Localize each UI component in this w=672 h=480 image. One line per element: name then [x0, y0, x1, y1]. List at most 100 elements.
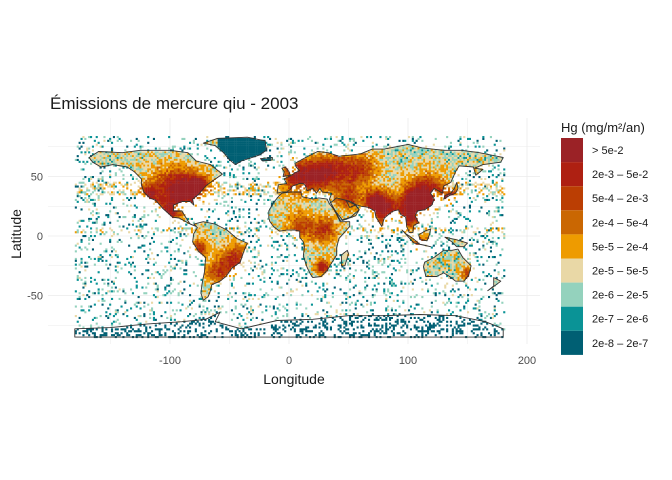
emission-cell	[99, 145, 102, 148]
emission-cell	[350, 164, 353, 167]
emission-cell	[168, 179, 171, 182]
emission-cell	[107, 160, 110, 163]
emission-cell	[183, 189, 186, 192]
emission-cell	[352, 166, 355, 169]
emission-cell	[501, 191, 504, 194]
emission-cell	[337, 160, 340, 163]
emission-cell	[181, 166, 184, 169]
emission-cell	[326, 158, 329, 161]
emission-cell	[152, 202, 155, 205]
emission-cell	[280, 197, 283, 200]
emission-cell	[474, 145, 477, 148]
emission-cell	[114, 174, 117, 177]
emission-cell	[421, 162, 424, 165]
emission-cell	[309, 136, 312, 139]
emission-cell	[307, 168, 310, 171]
emission-cell	[436, 153, 439, 156]
emission-cell	[339, 168, 342, 171]
emission-cell	[118, 168, 121, 171]
emission-cell	[343, 168, 346, 171]
emission-cell	[133, 191, 136, 194]
emission-cell	[366, 176, 369, 179]
emission-cell	[181, 137, 184, 140]
emission-cell	[442, 176, 445, 179]
emission-cell	[299, 172, 302, 175]
emission-cell	[404, 172, 407, 175]
emission-cell	[324, 168, 327, 171]
emission-cell	[478, 155, 481, 158]
emission-cell	[409, 193, 412, 196]
emission-cell	[128, 157, 131, 160]
emission-cell	[328, 181, 331, 184]
emission-cell	[402, 149, 405, 152]
emission-cell	[491, 164, 494, 167]
emission-cell	[276, 206, 279, 209]
emission-cell	[343, 157, 346, 160]
emission-cell	[168, 153, 171, 156]
emission-cell	[310, 183, 313, 186]
emission-cell	[309, 166, 312, 169]
emission-cell	[261, 143, 264, 146]
emission-cell	[333, 189, 336, 192]
emission-cell	[242, 177, 245, 180]
emission-cell	[299, 166, 302, 169]
emission-cell	[143, 170, 146, 173]
emission-cell	[156, 170, 159, 173]
emission-cell	[467, 153, 470, 156]
emission-cell	[160, 200, 163, 203]
emission-cell	[371, 168, 374, 171]
emission-cell	[446, 174, 449, 177]
emission-cell	[185, 197, 188, 200]
emission-cell	[345, 191, 348, 194]
emission-cell	[354, 183, 357, 186]
emission-cell	[141, 183, 144, 186]
emission-cell	[151, 197, 154, 200]
emission-cell	[303, 170, 306, 173]
emission-cell	[322, 208, 325, 211]
emission-cell	[318, 155, 321, 158]
emission-cell	[139, 172, 142, 175]
emission-cell	[396, 189, 399, 192]
emission-cell	[404, 149, 407, 152]
emission-cell	[425, 193, 428, 196]
emission-cell	[362, 202, 365, 205]
emission-cell	[333, 202, 336, 205]
emission-cell	[387, 179, 390, 182]
emission-cell	[141, 151, 144, 154]
emission-cell	[472, 162, 475, 165]
emission-cell	[282, 177, 285, 180]
emission-cell	[326, 168, 329, 171]
emission-cell	[128, 198, 131, 201]
emission-cell	[352, 162, 355, 165]
emission-cell	[413, 204, 416, 207]
emission-cell	[284, 202, 287, 205]
emission-cell	[156, 151, 159, 154]
emission-cell	[406, 164, 409, 167]
emission-cell	[192, 168, 195, 171]
emission-cell	[170, 193, 173, 196]
emission-cell	[392, 149, 395, 152]
emission-cell	[76, 158, 79, 161]
emission-cell	[179, 157, 182, 160]
emission-cell	[467, 145, 470, 148]
emission-cell	[200, 193, 203, 196]
emission-cell	[463, 191, 466, 194]
emission-cell	[76, 155, 79, 158]
emission-cell	[398, 145, 401, 148]
emission-cell	[301, 174, 304, 177]
emission-cell	[227, 141, 230, 144]
emission-cell	[168, 197, 171, 200]
emission-cell	[448, 187, 451, 190]
emission-cell	[272, 208, 275, 211]
emission-cell	[444, 164, 447, 167]
emission-cell	[491, 179, 494, 182]
emission-cell	[419, 202, 422, 205]
emission-cell	[97, 157, 100, 160]
emission-cell	[398, 160, 401, 163]
emission-cell	[495, 158, 498, 161]
emission-cell	[322, 204, 325, 207]
emission-cell	[392, 170, 395, 173]
emission-cell	[276, 183, 279, 186]
emission-cell	[314, 198, 317, 201]
emission-cell	[230, 139, 233, 142]
